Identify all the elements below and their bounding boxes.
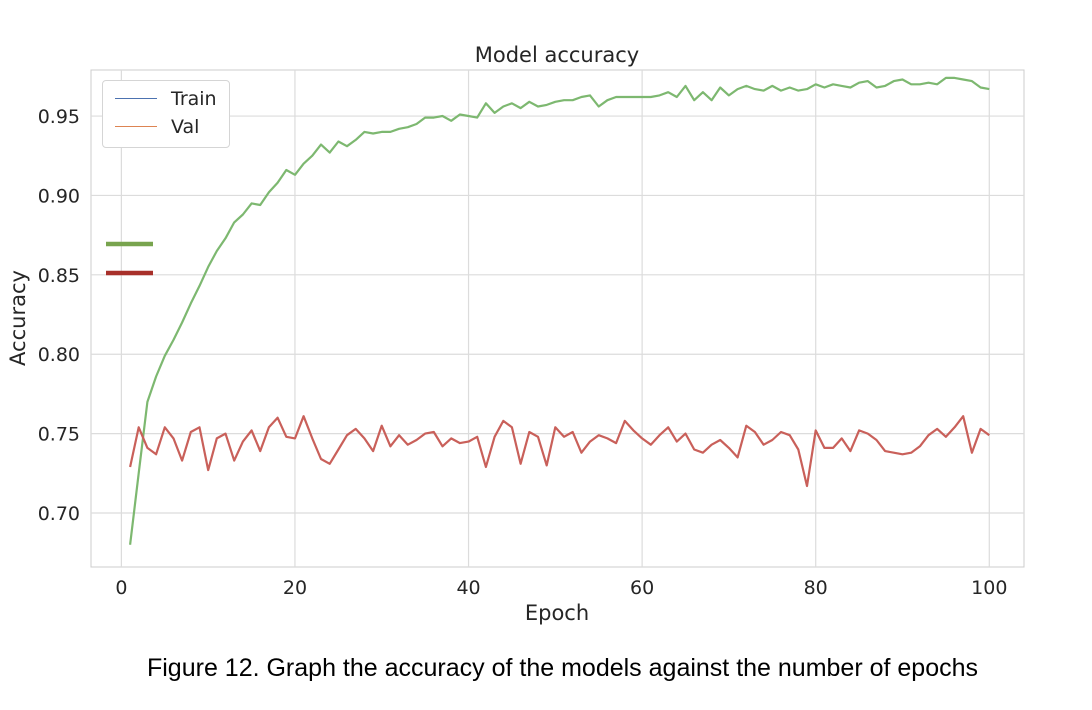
x-tick-label-20: 20 — [283, 577, 307, 599]
x-tick-labels: 0 20 40 60 80 100 — [115, 577, 1007, 599]
series-line-val — [129, 415, 990, 488]
grid-lines — [91, 70, 1024, 567]
y-tick-label-1: 0.75 — [38, 424, 80, 446]
x-tick-label-100: 100 — [971, 577, 1007, 599]
legend-label-val: Val — [171, 116, 200, 138]
x-tick-label-40: 40 — [456, 577, 480, 599]
y-tick-label-5: 0.95 — [38, 106, 80, 128]
legend-label-train: Train — [171, 88, 217, 110]
y-tick-label-3: 0.85 — [38, 265, 80, 287]
legend-item-val: Val — [115, 115, 225, 139]
legend: Train Val — [102, 80, 230, 148]
y-tick-label-4: 0.90 — [38, 185, 80, 207]
chart-title: Model accuracy — [475, 43, 639, 67]
y-tick-label-2: 0.80 — [38, 344, 80, 366]
legend-swatch-train — [115, 98, 157, 99]
legend-swatch-val — [115, 126, 157, 127]
extra-markers — [106, 241, 153, 276]
x-axis-label: Epoch — [525, 601, 589, 625]
y-tick-labels: 0.70 0.75 0.80 0.85 0.90 0.95 — [38, 106, 80, 525]
x-tick-label-80: 80 — [804, 577, 828, 599]
figure-caption: Figure 12. Graph the accuracy of the mod… — [146, 654, 979, 682]
legend-item-train: Train — [115, 87, 225, 111]
y-axis-label: Accuracy — [6, 270, 30, 366]
plot-area — [90, 69, 1025, 568]
y-tick-label-0: 0.70 — [38, 503, 80, 525]
series-line-train — [129, 76, 990, 545]
chart: 0 20 40 60 80 100 0.70 0.75 0.80 0.85 0.90 0.95 Mo… — [6, 43, 1025, 625]
x-tick-label-0: 0 — [115, 577, 127, 599]
x-tick-label-60: 60 — [630, 577, 654, 599]
series-lines — [129, 76, 990, 545]
